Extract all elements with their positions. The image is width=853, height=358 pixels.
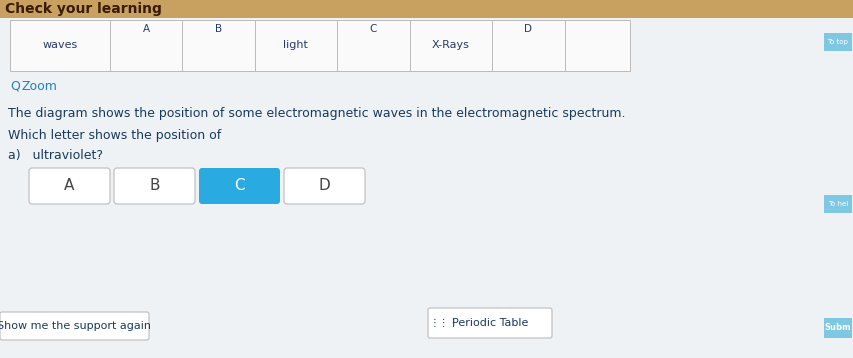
FancyBboxPatch shape [199,168,280,204]
FancyBboxPatch shape [284,168,364,204]
Text: Periodic Table: Periodic Table [451,318,527,328]
Bar [823,195,851,213]
Bar [823,33,851,51]
Text: B: B [215,24,222,34]
Text: A: A [142,24,149,34]
Text: A: A [64,179,74,194]
FancyBboxPatch shape [427,308,551,338]
Bar [182,20,254,71]
FancyBboxPatch shape [113,168,194,204]
Bar [409,20,491,71]
Bar [823,318,851,338]
Bar [337,20,409,71]
Text: B: B [149,179,160,194]
Bar [564,20,630,71]
Text: C: C [234,179,245,194]
Bar [491,20,564,71]
Text: Subm: Subm [824,324,850,333]
Text: Check your learning: Check your learning [5,2,162,16]
Text: b)   infrared?: b) infrared? [8,314,89,326]
Text: D: D [318,179,330,194]
Bar [110,20,182,71]
Text: D: D [524,24,531,34]
Text: C: C [369,24,377,34]
Text: Zoom: Zoom [22,79,58,92]
Text: ⋮⋮⋮: ⋮⋮⋮ [429,318,458,328]
FancyBboxPatch shape [0,312,148,340]
Bar [10,20,110,71]
Text: Show me the support again: Show me the support again [0,321,151,331]
Text: light: light [283,40,308,50]
Bar [254,20,337,71]
Text: waves: waves [43,40,78,50]
Text: a)   ultraviolet?: a) ultraviolet? [8,150,103,163]
Text: The diagram shows the position of some electromagnetic waves in the electromagne: The diagram shows the position of some e… [8,107,624,121]
Text: Which letter shows the position of: Which letter shows the position of [8,130,221,142]
Bar [0,0,853,18]
Text: Q: Q [10,79,20,92]
Text: X-Rays: X-Rays [432,40,469,50]
Text: To hel: To hel [827,201,847,207]
FancyBboxPatch shape [29,168,110,204]
Text: To top: To top [827,39,847,45]
